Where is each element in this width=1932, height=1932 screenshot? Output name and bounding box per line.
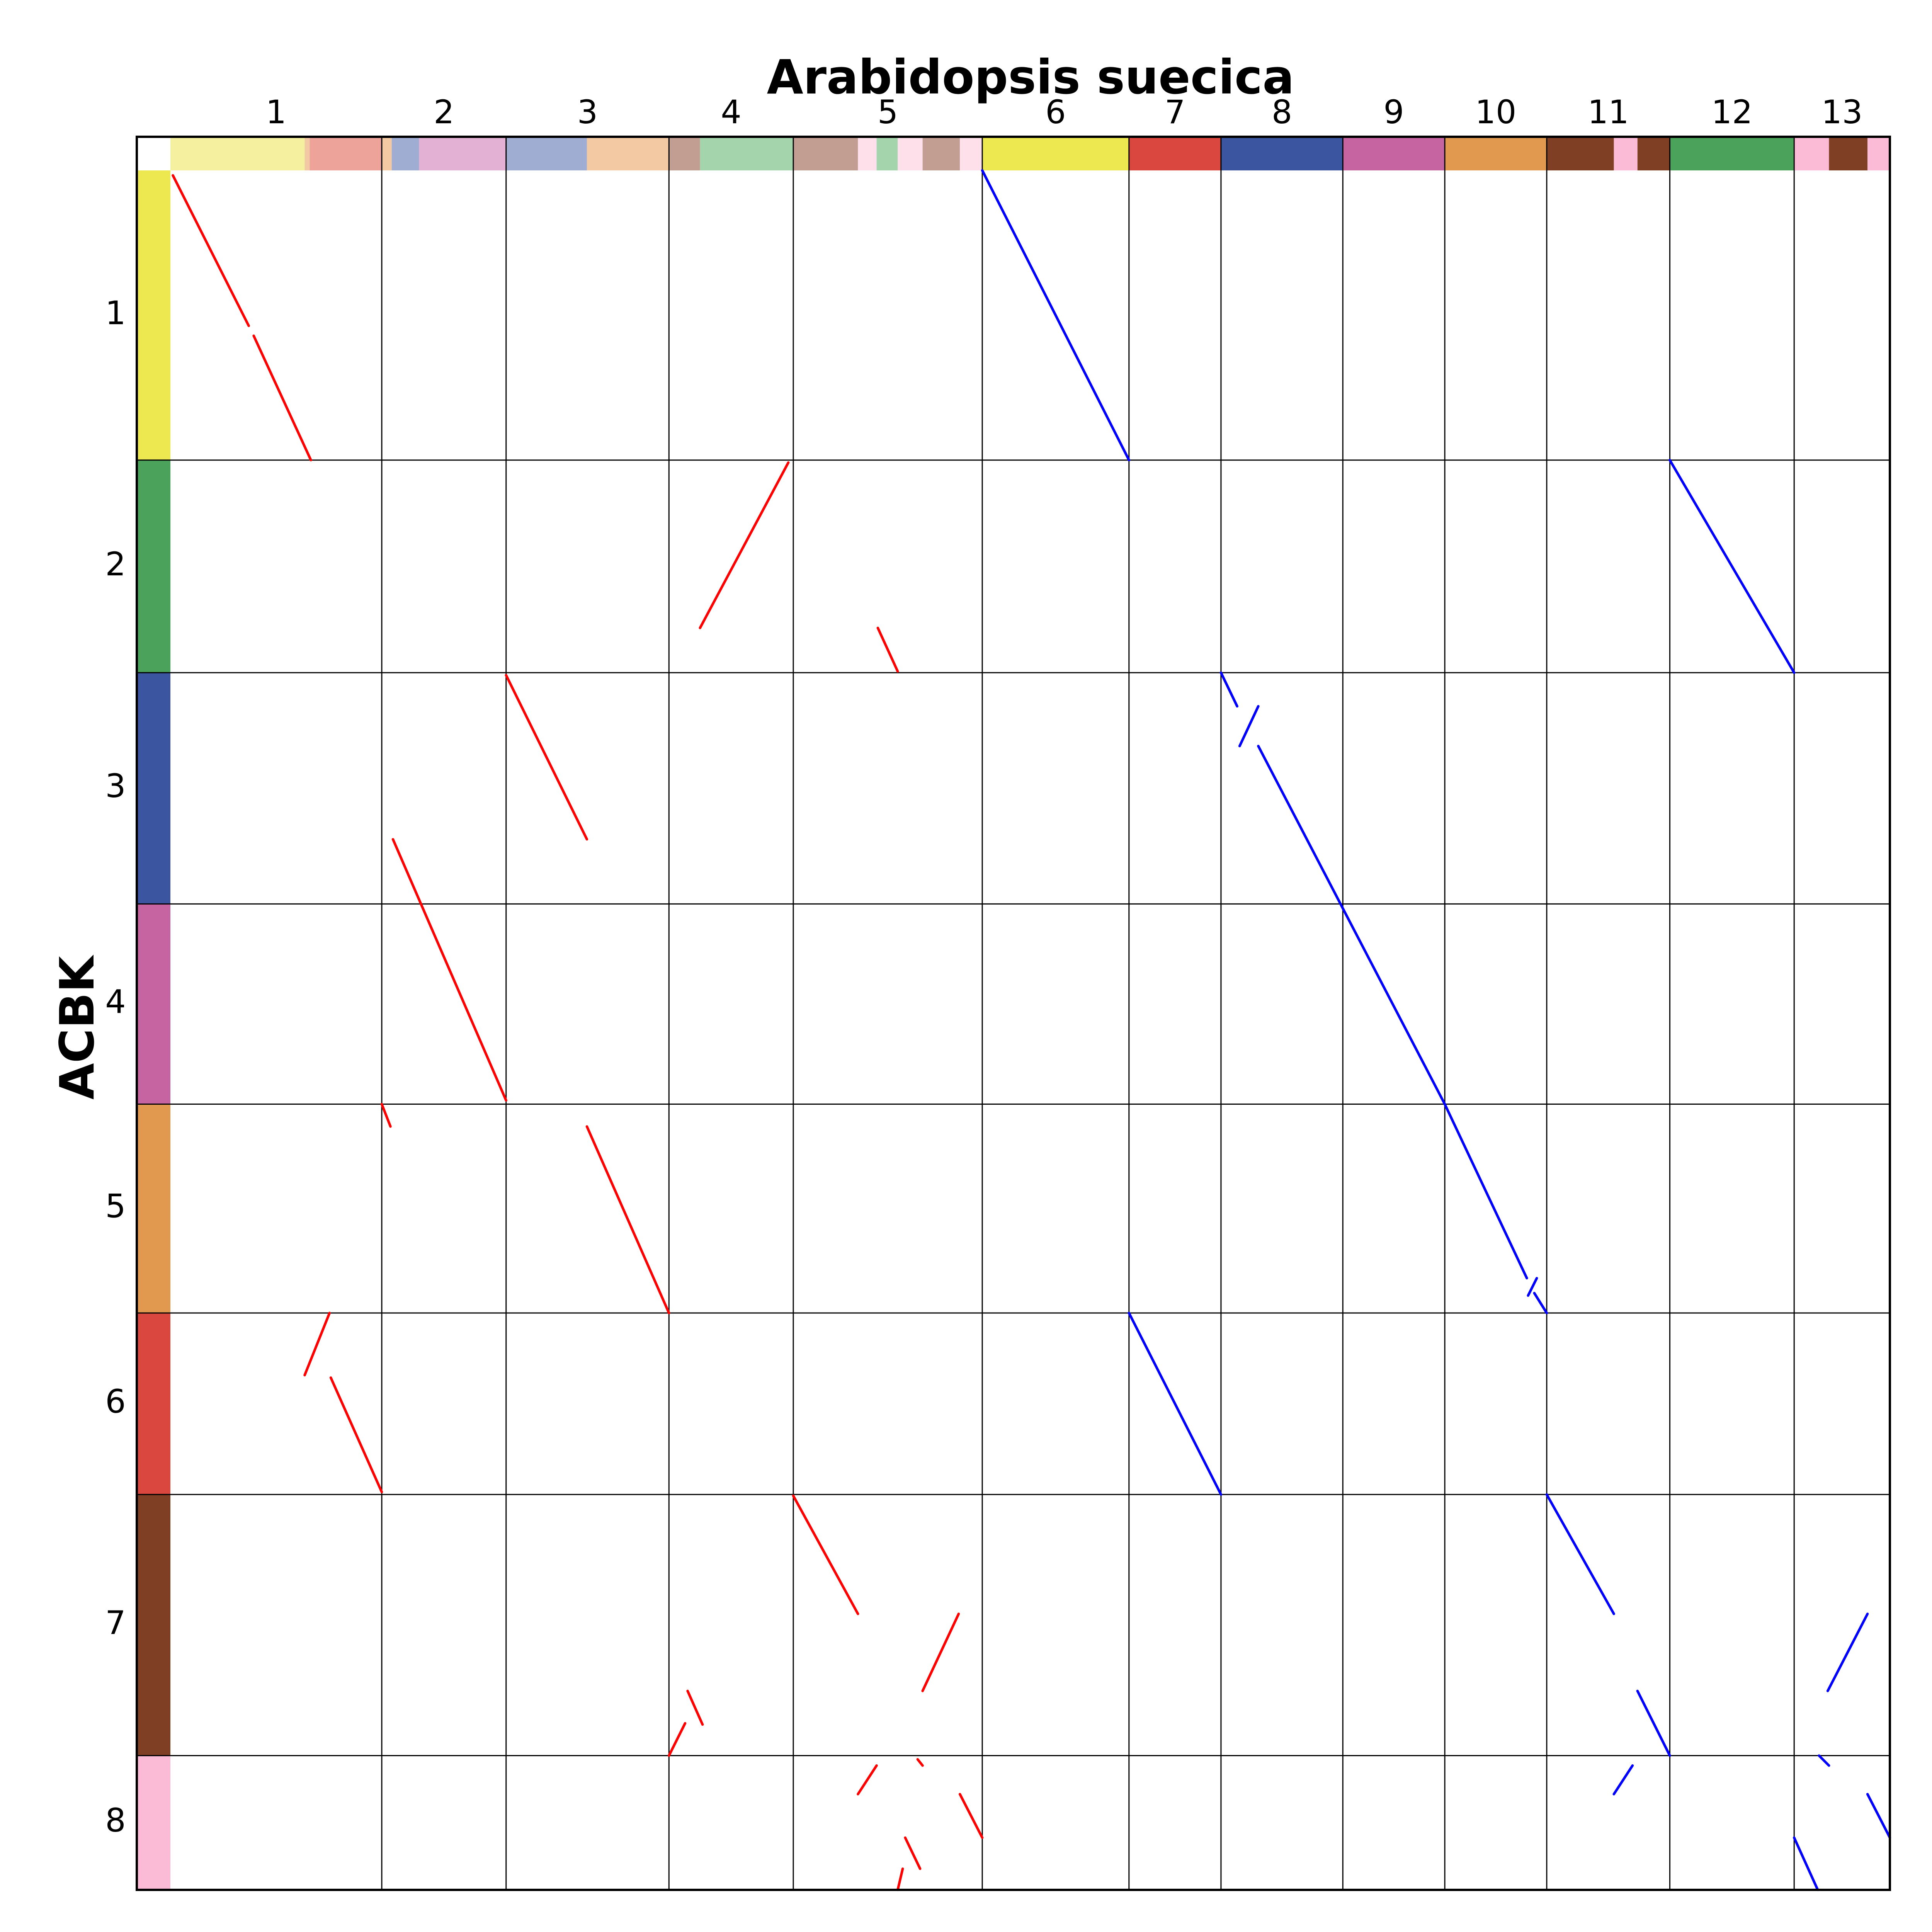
x-tick-label: 10 [1475, 93, 1517, 131]
y-tick-label: 4 [105, 983, 126, 1020]
chromosome-block [137, 1313, 170, 1495]
synteny-segment [904, 1836, 922, 1870]
karyotype-block [700, 137, 794, 170]
synteny-segment [921, 1612, 960, 1692]
synteny-segment [699, 461, 790, 629]
synteny-segment [1668, 459, 1796, 674]
x-tick-label: 5 [878, 93, 898, 131]
x-tick-label: 4 [721, 93, 741, 131]
y-tick-label: 7 [105, 1604, 126, 1642]
synteny-segment [1128, 1311, 1223, 1496]
synteny-segment [380, 1103, 392, 1128]
karyotype-block [960, 137, 983, 170]
y-tick-label: 2 [105, 545, 126, 583]
karyotype-block [1445, 137, 1547, 170]
x-tick-label: 9 [1383, 93, 1404, 131]
synteny-segment [1826, 1612, 1869, 1692]
chromosome-block [137, 1755, 170, 1890]
synteny-segment [505, 674, 588, 841]
plot-frame [136, 136, 1891, 1891]
x-tick-label: 8 [1272, 93, 1292, 131]
synteny-segment [1219, 671, 1238, 708]
karyotype-block [381, 137, 392, 170]
y-tick-label: 1 [105, 294, 126, 332]
synteny-segment [1443, 1103, 1528, 1280]
x-tick-label: 11 [1588, 93, 1629, 131]
y-tick-label: 5 [105, 1187, 126, 1225]
karyotype-block [1343, 137, 1445, 170]
synteny-segment [252, 334, 312, 461]
synteny-segment [792, 1494, 859, 1615]
karyotype-block [304, 137, 310, 170]
y-axis-label: ACBK [50, 954, 105, 1100]
karyotype-block [419, 137, 506, 170]
chromosome-block [137, 1494, 170, 1756]
chromosome-block [137, 672, 170, 904]
synteny-segment [1612, 1764, 1634, 1796]
x-tick-label: 7 [1165, 93, 1185, 131]
synteny-segment [916, 1758, 924, 1767]
karyotype-block [1867, 137, 1890, 170]
synteny-segment [1793, 1836, 1819, 1891]
synteny-segment [1818, 1754, 1830, 1767]
chromosome-block [137, 1104, 170, 1313]
karyotype-block [876, 137, 898, 170]
karyotype-block [1221, 137, 1343, 170]
y-tick-label: 3 [105, 767, 126, 805]
y-tick-label: 8 [105, 1801, 126, 1839]
chromosome-block [137, 170, 170, 460]
x-tick-label: 3 [577, 93, 598, 131]
karyotype-block [1794, 137, 1829, 170]
x-tick-label: 6 [1045, 93, 1066, 131]
synteny-segment [303, 1311, 331, 1377]
synteny-segment [958, 1793, 984, 1839]
synteny-segment [686, 1689, 704, 1726]
synteny-segment [585, 1125, 670, 1315]
karyotype-block [310, 137, 382, 170]
synteny-segment [1257, 745, 1446, 1105]
synteny-segment [876, 626, 899, 673]
karyotype-block [1829, 137, 1868, 170]
synteny-segment [1866, 1793, 1891, 1839]
karyotype-block [898, 137, 923, 170]
chromosome-block [137, 460, 170, 673]
karyotype-block [1614, 137, 1638, 170]
synteny-segment [1545, 1493, 1615, 1615]
karyotype-block [793, 137, 858, 170]
karyotype-block [858, 137, 877, 170]
karyotype-block [506, 137, 587, 170]
karyotype-block [982, 137, 1129, 170]
synteny-segment [857, 1764, 878, 1796]
karyotype-block [1129, 137, 1221, 170]
chromosome-block [137, 904, 170, 1104]
synteny-segment [896, 1867, 904, 1891]
synteny-segment [391, 838, 508, 1102]
karyotype-block [1637, 137, 1670, 170]
synteny-segment [172, 174, 250, 327]
karyotype-block [669, 137, 700, 170]
karyotype-block [170, 137, 305, 170]
x-tick-label: 2 [434, 93, 454, 131]
karyotype-block [1546, 137, 1614, 170]
karyotype-block [587, 137, 669, 170]
synteny-segment [1238, 705, 1260, 748]
x-tick-label: 12 [1711, 93, 1753, 131]
x-tick-label: 1 [266, 93, 286, 131]
synteny-segment [981, 169, 1131, 461]
karyotype-block [922, 137, 960, 170]
synteny-segment [1527, 1277, 1538, 1297]
synteny-segment [1636, 1689, 1671, 1757]
karyotype-block [1670, 137, 1794, 170]
synteny-segment [1533, 1292, 1548, 1315]
synteny-segment [329, 1376, 383, 1493]
karyotype-block [391, 137, 419, 170]
x-tick-label: 13 [1821, 93, 1863, 131]
synteny-segment [668, 1722, 687, 1757]
y-tick-label: 6 [105, 1383, 126, 1420]
x-axis-label: Arabidopsis suecica [767, 50, 1294, 105]
